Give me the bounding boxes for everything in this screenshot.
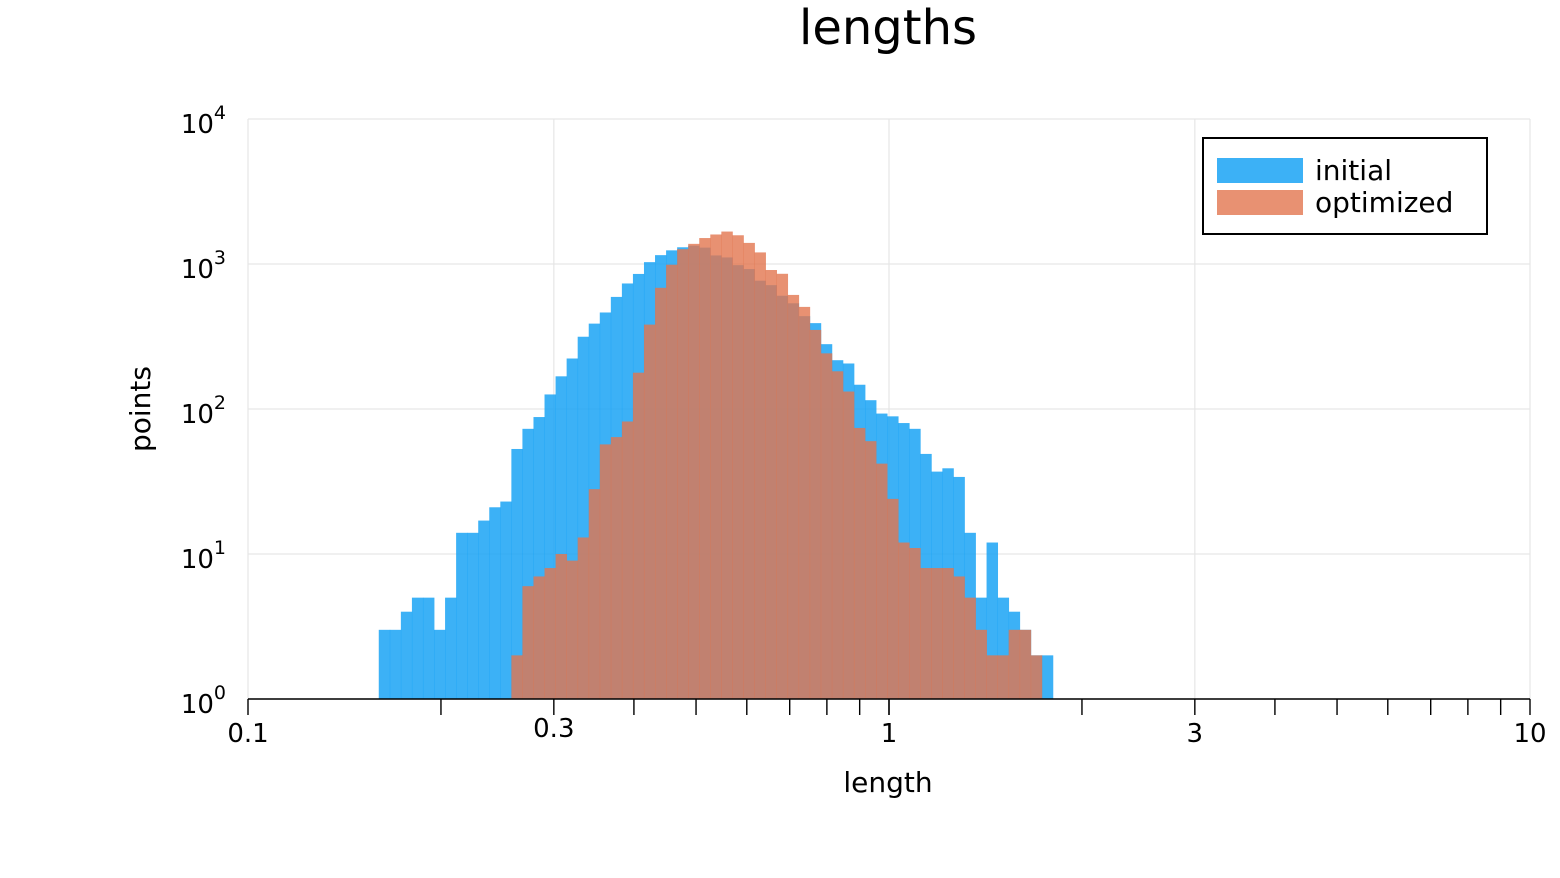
bar-optimized xyxy=(865,441,877,699)
bar-initial xyxy=(467,532,479,699)
legend-label-optimized: optimized xyxy=(1315,186,1453,219)
x-axis-label: length xyxy=(843,766,932,799)
bar-initial xyxy=(986,542,999,699)
bar-optimized xyxy=(1008,629,1021,699)
x-tick-label: 1 xyxy=(881,719,898,749)
y-tick-label: 102 xyxy=(181,392,226,430)
bar-initial xyxy=(478,520,490,699)
bar-optimized xyxy=(831,371,844,699)
bar-optimized xyxy=(765,270,777,699)
bar-optimized xyxy=(876,463,888,699)
legend-swatch-initial xyxy=(1217,158,1303,183)
bar-optimized xyxy=(577,537,590,699)
bar-initial xyxy=(1041,655,1054,699)
bar-initial xyxy=(378,629,391,699)
bar-optimized xyxy=(732,235,744,699)
bar-optimized xyxy=(953,576,965,699)
bar-optimized xyxy=(677,249,689,699)
bar-optimized xyxy=(511,655,523,699)
bar-optimized xyxy=(964,597,976,699)
chart-title: lengths xyxy=(799,0,977,56)
bar-optimized xyxy=(853,427,866,699)
bar-optimized xyxy=(997,655,1010,699)
bar-optimized xyxy=(754,252,766,699)
bar-initial xyxy=(500,501,512,699)
bar-optimized xyxy=(743,242,755,699)
bar-optimized xyxy=(666,264,678,699)
bar-optimized xyxy=(710,234,722,700)
bar-optimized xyxy=(776,273,789,699)
bar-optimized xyxy=(621,421,634,699)
bar-initial xyxy=(389,629,402,699)
bar-optimized xyxy=(721,231,733,699)
bar-initial xyxy=(577,336,590,699)
bar-optimized xyxy=(1019,629,1032,699)
bar-initial xyxy=(522,428,534,699)
y-tick-label: 101 xyxy=(181,537,226,575)
bar-optimized xyxy=(798,306,811,699)
bar-initial xyxy=(489,507,501,699)
x-tick-label: 3 xyxy=(1187,719,1204,749)
bar-optimized xyxy=(842,391,855,699)
bar-optimized xyxy=(809,329,822,699)
bar-optimized xyxy=(787,294,800,699)
legend-label-initial: initial xyxy=(1315,154,1392,187)
bar-optimized xyxy=(975,629,987,699)
bar-initial xyxy=(555,376,568,699)
bar-initial xyxy=(533,417,545,699)
bar-initial xyxy=(445,597,457,699)
bar-optimized xyxy=(1030,655,1043,699)
y-tick-label: 103 xyxy=(181,247,226,285)
bar-optimized xyxy=(610,437,623,699)
legend-swatch-optimized xyxy=(1217,190,1303,215)
bar-optimized xyxy=(688,243,700,699)
bar-optimized xyxy=(555,554,568,699)
bar-initial xyxy=(997,597,1010,699)
bar-optimized xyxy=(599,444,612,699)
legend-box xyxy=(1202,137,1488,235)
axes: 0.1 0.3 1 3 10 100 101 102 103 104 xyxy=(181,102,1547,749)
bar-optimized xyxy=(566,560,579,699)
legend: initial optimized xyxy=(1202,137,1488,235)
bar-optimized xyxy=(588,489,601,699)
y-tick-label: 100 xyxy=(181,682,226,720)
x-tick-label: 0.3 xyxy=(533,714,574,744)
series-optimized xyxy=(511,231,1043,700)
bar-initial xyxy=(400,611,413,699)
bar-initial xyxy=(456,532,468,699)
y-axis-label: points xyxy=(124,366,157,452)
x-tick-label: 10 xyxy=(1513,719,1546,749)
x-tick-label: 0.1 xyxy=(227,719,268,749)
bar-optimized xyxy=(920,568,932,699)
bar-optimized xyxy=(887,498,899,699)
bar-optimized xyxy=(942,568,954,699)
bar-initial xyxy=(411,597,424,699)
bar-optimized xyxy=(909,548,921,699)
bar-optimized xyxy=(632,372,645,699)
bar-optimized xyxy=(655,287,667,699)
bar-initial xyxy=(544,394,556,699)
bar-initial xyxy=(511,448,523,699)
bar-optimized xyxy=(533,576,545,699)
bar-optimized xyxy=(643,324,656,699)
bar-optimized xyxy=(898,542,910,699)
bar-optimized xyxy=(522,586,534,699)
bar-optimized xyxy=(820,353,833,699)
bar-initial xyxy=(434,629,446,699)
bar-optimized xyxy=(931,568,943,699)
bar-optimized xyxy=(544,568,556,699)
bar-initial xyxy=(422,597,435,699)
bar-optimized xyxy=(699,238,711,700)
bar-initial xyxy=(566,358,579,699)
bar-optimized xyxy=(986,655,999,699)
y-tick-label: 104 xyxy=(181,102,226,140)
